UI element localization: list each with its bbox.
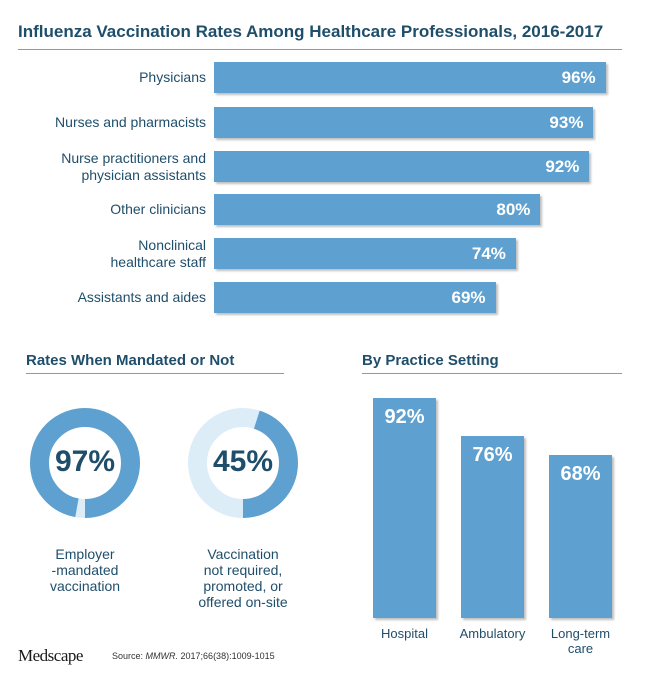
donut-slice — [188, 408, 298, 518]
donut-category-label-line: promoted, or — [203, 578, 283, 594]
bar-label-line: physician assistants — [81, 166, 206, 183]
bar-label: Nonclinical healthcare staff — [16, 237, 206, 271]
bar-value-label: 92% — [545, 157, 580, 176]
vertical-bar-category-label-line: Long-term — [550, 626, 611, 641]
mandate-section-divider — [26, 373, 284, 374]
bar: 92% — [214, 151, 590, 182]
donut-chart — [30, 408, 140, 518]
vertical-bar-category-label-line: Hospital — [381, 626, 428, 641]
bar-label-line: Nurses and pharmacists — [55, 114, 206, 130]
donut-slice — [30, 408, 140, 518]
donut-category-label-line: not required, — [203, 562, 283, 578]
donut-category-label-line: -mandated — [51, 562, 119, 578]
vertical-bar-category-label-line: care — [567, 641, 594, 656]
source-details: 2017;66(38):1009-1015 — [178, 651, 275, 661]
bar-value-label: 96% — [561, 68, 596, 87]
bar-label: Assistants and aides — [16, 289, 206, 306]
bar-label-line: Physicians — [139, 69, 206, 85]
setting-section-title: By Practice Setting — [362, 352, 499, 369]
donut-category-label: Vaccination not required, promoted, or offe… — [168, 546, 318, 610]
donut-category-label: Employer -mandated vaccination — [10, 546, 160, 594]
bar: 69% — [214, 282, 496, 313]
vertical-bar: 92% — [373, 398, 436, 618]
vertical-bar: 76% — [461, 436, 524, 618]
source-citation: Source: MMWR. 2017;66(38):1009-1015 — [112, 651, 275, 661]
bar: 93% — [214, 107, 594, 138]
medscape-logo: Medscape — [18, 646, 83, 665]
chart-title: Influenza Vaccination Rates Among Health… — [18, 22, 604, 41]
donut-value-label: 97% — [54, 445, 116, 478]
title-divider — [18, 49, 622, 50]
bar-value-label: 69% — [451, 288, 486, 307]
source-prefix: Source: — [112, 651, 146, 661]
vertical-bar-value-label: 92% — [384, 406, 425, 428]
vertical-bar-category-label: Ambulatory — [443, 626, 542, 641]
bar-value-label: 80% — [496, 200, 531, 219]
vertical-bar-value-label: 76% — [472, 444, 513, 467]
bar-value-label: 74% — [471, 244, 506, 263]
donut-category-label-line: offered on-site — [198, 594, 288, 610]
mandate-section-title: Rates When Mandated or Not — [26, 352, 235, 369]
vertical-bar-value-label: 68% — [560, 463, 601, 486]
vertical-bar: 68% — [549, 455, 612, 618]
donut-chart — [188, 408, 298, 518]
bar-label-line: Nurse practitioners and — [61, 149, 206, 166]
bar-label: Physicians — [16, 69, 206, 86]
bar: 74% — [214, 238, 516, 269]
vertical-bar-category-label: Hospital — [355, 626, 454, 641]
bar: 80% — [214, 194, 541, 225]
bar-label-line: Nonclinical — [138, 236, 206, 253]
setting-section-divider — [362, 373, 622, 374]
donut-category-label-line: Employer — [55, 546, 115, 562]
donut-category-label-line: vaccination — [49, 578, 121, 594]
bar-label-line: Other clinicians — [110, 201, 206, 217]
source-journal: MMWR. — [145, 651, 179, 661]
bar-label: Nurses and pharmacists — [16, 114, 206, 131]
bar-label-line: Assistants and aides — [77, 289, 206, 305]
bar-label: Other clinicians — [16, 201, 206, 218]
bar-value-label: 93% — [549, 113, 584, 132]
vertical-bar-category-label: Long-term care — [531, 626, 630, 656]
bar-label-line: healthcare staff — [110, 253, 206, 270]
bar-label: Nurse practitioners and physician assista… — [16, 150, 206, 184]
bar: 96% — [214, 62, 606, 93]
donut-value-label: 45% — [212, 445, 274, 478]
donut-category-label-line: Vaccination — [207, 546, 279, 562]
vertical-bar-category-label-line: Ambulatory — [459, 626, 526, 641]
